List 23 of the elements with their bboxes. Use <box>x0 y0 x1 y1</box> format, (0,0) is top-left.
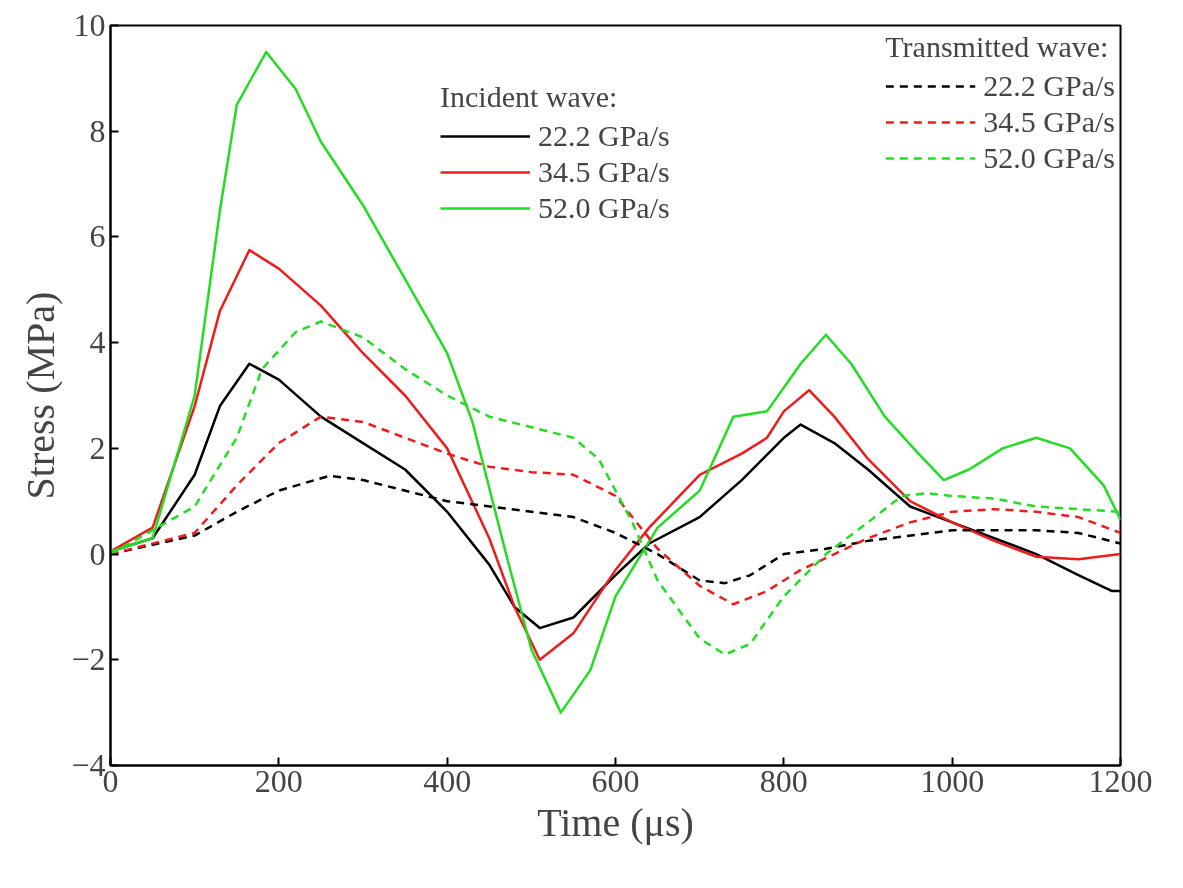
x-tick-label: 1000 <box>920 762 985 799</box>
legend-label: 34.5 GPa/s <box>983 105 1115 139</box>
x-tick-label: 200 <box>254 762 303 799</box>
y-tick-label: 10 <box>73 7 106 43</box>
legend-label: 52.0 GPa/s <box>983 141 1115 175</box>
x-axis-title: Time (μs) <box>537 799 694 845</box>
y-tick-label: 2 <box>89 429 106 466</box>
y-axis-title: Stress (MPa) <box>18 291 64 500</box>
annotation: Transmitted wave: <box>885 30 1110 64</box>
x-tick-label: 800 <box>759 762 808 799</box>
y-tick-label: 4 <box>89 324 106 361</box>
annotation: Incident wave: <box>440 80 619 114</box>
y-tick-label: 0 <box>89 535 106 572</box>
y-tick-label: 6 <box>89 218 106 255</box>
legend-label: 34.5 GPa/s <box>538 155 670 189</box>
y-tick-label: −2 <box>71 641 106 678</box>
x-tick-label: 1200 <box>1088 762 1153 799</box>
legend-label: 22.2 GPa/s <box>538 119 670 153</box>
x-tick-label: 400 <box>423 762 472 799</box>
legend-label: 22.2 GPa/s <box>983 69 1115 103</box>
y-tick-label: 8 <box>89 112 106 149</box>
x-tick-label: 600 <box>591 762 640 799</box>
legend-label: 52.0 GPa/s <box>538 191 670 225</box>
